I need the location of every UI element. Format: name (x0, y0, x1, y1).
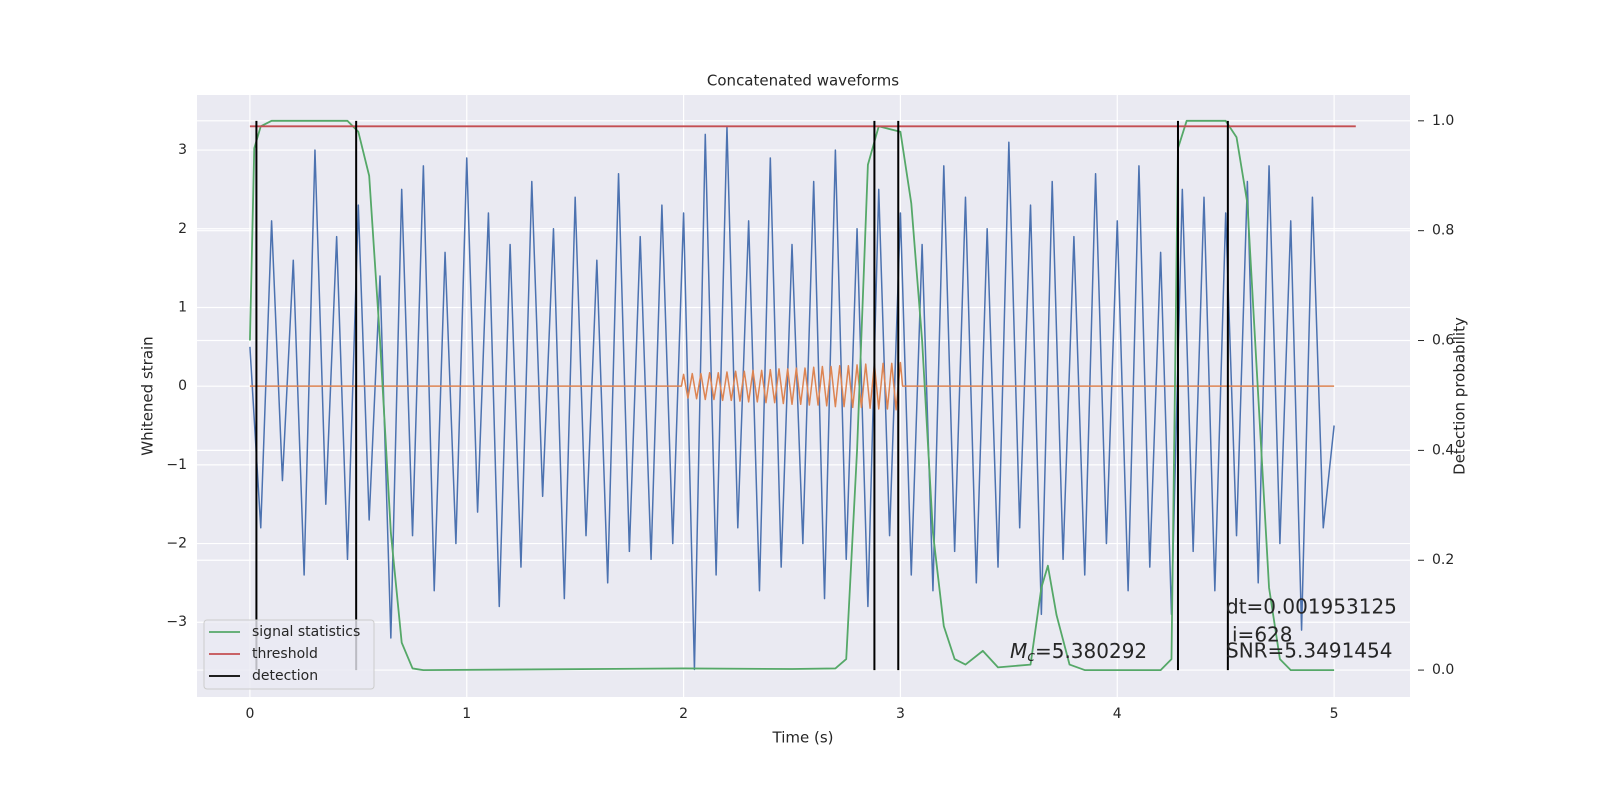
legend-label: threshold (252, 646, 318, 662)
plot-area (197, 95, 1410, 697)
x-tick-label: 2 (679, 706, 688, 722)
marks (249, 119, 1356, 671)
axes: 0 1 2 3 4 5 −3 −2 −1 0 1 2 3 0.0 0.2 0.4 0.6 0.8 1.0 (166, 113, 1454, 722)
y2-tick-label: 0.8 (1432, 223, 1454, 239)
series-line (249, 119, 1335, 671)
y2-tick-label: 0.2 (1432, 552, 1454, 568)
x-tick-label: 0 (245, 706, 254, 722)
y-tick-label: −2 (166, 536, 187, 552)
y-tick-label: 0 (178, 378, 187, 394)
y-tick-label: −1 (166, 457, 187, 473)
x-tick-label: 5 (1330, 706, 1339, 722)
y-tick-label: 2 (178, 221, 187, 237)
legend: signal statistics threshold detection (203, 619, 375, 690)
y2-tick-label: 1.0 (1432, 113, 1454, 129)
y2-tick-label: 0.6 (1432, 333, 1454, 349)
y2-tick-label: 0.4 (1432, 442, 1454, 458)
y-tick-label: 3 (178, 142, 187, 158)
annotation-mc: Mc=5.380292 (1010, 639, 1147, 666)
x-tick-label: 4 (1113, 706, 1122, 722)
y2-tick-label: 0.0 (1432, 662, 1454, 678)
y-axis-label: Whitened strain (139, 336, 157, 455)
mc-symbol: M (1010, 639, 1027, 663)
x-tick-label: 3 (896, 706, 905, 722)
x-tick-label: 1 (462, 706, 471, 722)
legend-box (203, 619, 375, 690)
chart-title: Concatenated waveforms (707, 72, 899, 90)
annotation-i: i=628 (1232, 623, 1293, 647)
annotation-dt: dt=0.001953125 (1226, 595, 1397, 619)
legend-label: detection (252, 668, 318, 684)
series-line (249, 361, 1335, 411)
y-tick-label: 1 (178, 299, 187, 315)
x-axis-label: Time (s) (772, 729, 834, 747)
y2-axis-label: Detection probability (1451, 317, 1469, 475)
mc-subscript: c (1027, 649, 1035, 665)
annotation-snr: SNR=5.3491454 (1226, 639, 1392, 663)
mc-text: =5.380292 (1035, 639, 1147, 663)
y-tick-label: −3 (166, 614, 187, 630)
series-line (249, 125, 1335, 671)
legend-label: signal statistics (252, 624, 360, 640)
